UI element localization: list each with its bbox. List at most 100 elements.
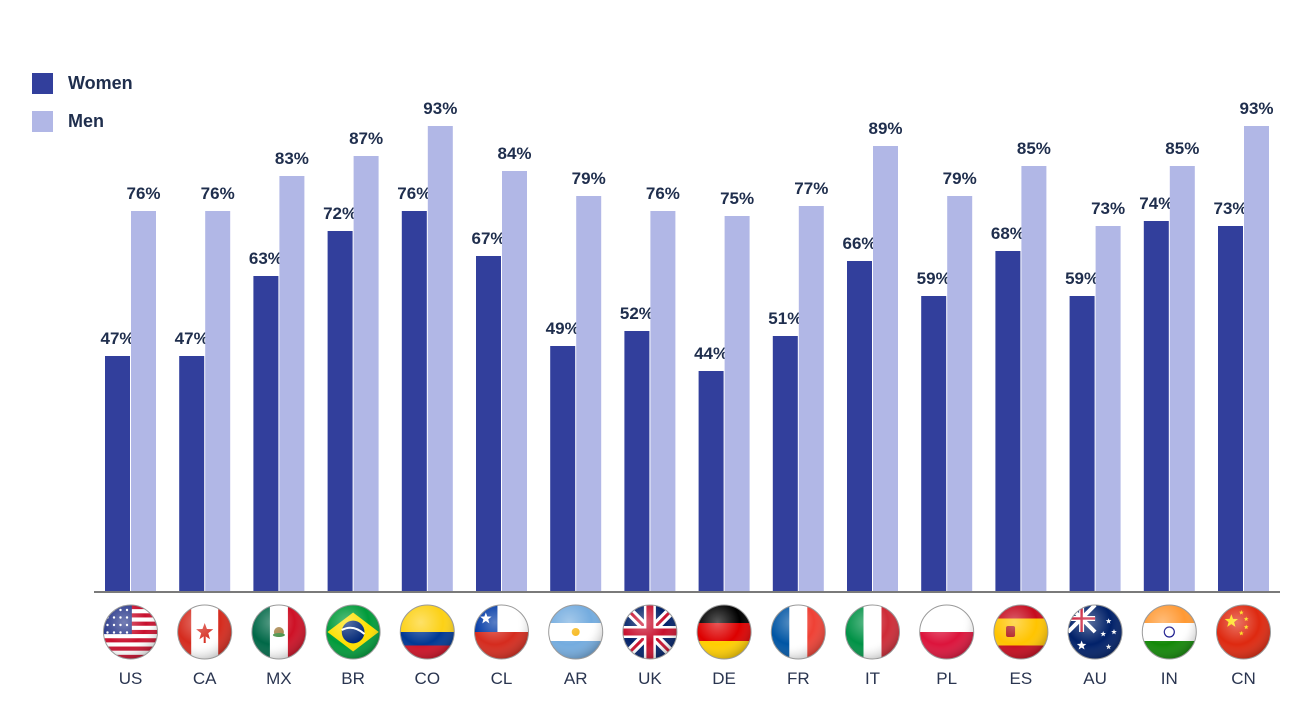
bar-women-uk [624, 331, 650, 591]
value-label-women-es: 68% [991, 224, 1025, 243]
bar-men-es [1021, 166, 1047, 591]
value-label-women-uk: 52% [620, 304, 654, 323]
value-label-women-pl: 59% [917, 269, 951, 288]
category-label-br: BR [341, 669, 365, 688]
value-label-women-in: 74% [1139, 194, 1173, 213]
ca-flag-icon [177, 604, 233, 660]
cn-flag-icon [1216, 604, 1271, 660]
value-label-men-ar: 79% [572, 169, 606, 188]
bar-women-ar [550, 346, 576, 591]
value-label-men-au: 73% [1091, 199, 1125, 218]
category-label-au: AU [1083, 669, 1107, 688]
bar-men-de [724, 216, 750, 591]
value-label-men-es: 85% [1017, 139, 1051, 158]
bar-men-ar [576, 196, 602, 591]
uk-flag-icon [622, 604, 678, 660]
value-label-men-cn: 93% [1239, 99, 1273, 118]
bar-women-fr [772, 336, 798, 591]
mx-flag-icon [251, 604, 307, 660]
value-label-women-us: 47% [100, 329, 134, 348]
bar-women-mx [253, 276, 279, 591]
au-flag-icon [1067, 604, 1123, 660]
value-label-women-fr: 51% [768, 309, 802, 328]
category-label-us: US [119, 669, 143, 688]
value-label-men-it: 89% [868, 119, 902, 138]
bar-men-it [873, 146, 898, 591]
ar-flag-icon [548, 604, 604, 660]
value-label-women-ca: 47% [175, 329, 209, 348]
category-label-cl: CL [491, 669, 513, 688]
it-flag-icon [845, 604, 900, 660]
value-label-men-pl: 79% [943, 169, 977, 188]
br-flag-icon [325, 604, 381, 660]
legend-item-men: Men [32, 102, 133, 140]
bar-women-cn [1218, 226, 1243, 591]
category-label-es: ES [1010, 669, 1033, 688]
value-label-men-ca: 76% [201, 184, 235, 203]
bar-women-cl [476, 256, 501, 591]
bar-men-br [353, 156, 379, 591]
pl-flag-icon [919, 604, 975, 660]
category-label-mx: MX [266, 669, 292, 688]
bar-women-us [105, 356, 130, 591]
category-label-it: IT [865, 669, 880, 688]
bar-men-au [1095, 226, 1121, 591]
value-label-men-cl: 84% [497, 144, 531, 163]
legend-label-women: Women [68, 72, 133, 93]
category-label-ar: AR [564, 669, 588, 688]
bar-men-mx [279, 176, 305, 591]
value-label-women-co: 76% [397, 184, 431, 203]
value-label-men-mx: 83% [275, 149, 309, 168]
de-flag-icon [696, 604, 752, 660]
es-flag-icon [993, 604, 1049, 660]
bar-men-cl [502, 171, 527, 591]
bar-women-br [327, 231, 353, 591]
bar-women-au [1069, 296, 1095, 591]
category-label-ca: CA [193, 669, 217, 688]
bar-women-ca [179, 356, 205, 591]
value-label-men-de: 75% [720, 189, 754, 208]
in-flag-icon [1141, 604, 1197, 660]
legend-item-women: Women [32, 64, 133, 102]
fr-flag-icon [770, 604, 826, 660]
value-label-men-co: 93% [423, 99, 457, 118]
value-label-women-de: 44% [694, 344, 728, 363]
bar-men-co [427, 126, 453, 591]
legend-swatch-men [32, 110, 53, 132]
value-label-men-us: 76% [126, 184, 160, 203]
bar-women-de [698, 371, 724, 591]
bar-women-it [847, 261, 872, 591]
value-label-women-cl: 67% [471, 229, 505, 248]
bar-men-pl [947, 196, 973, 591]
value-label-men-in: 85% [1165, 139, 1199, 158]
bar-men-uk [650, 211, 676, 591]
legend-label-men: Men [68, 110, 104, 131]
value-label-women-ar: 49% [546, 319, 580, 338]
bar-women-in [1143, 221, 1169, 591]
value-label-women-it: 66% [842, 234, 876, 253]
bar-men-in [1169, 166, 1195, 591]
category-label-fr: FR [787, 669, 810, 688]
legend: Women Men [32, 64, 133, 140]
value-label-men-br: 87% [349, 129, 383, 148]
bar-men-fr [798, 206, 824, 591]
category-label-pl: PL [936, 669, 957, 688]
bar-women-pl [921, 296, 947, 591]
value-label-women-br: 72% [323, 204, 357, 223]
category-label-co: CO [415, 669, 441, 688]
category-label-cn: CN [1231, 669, 1256, 688]
cl-flag-icon [474, 604, 529, 660]
co-flag-icon [399, 604, 455, 660]
value-label-men-fr: 77% [794, 179, 828, 198]
category-label-uk: UK [638, 669, 662, 688]
bar-women-es [995, 251, 1021, 591]
value-label-women-au: 59% [1065, 269, 1099, 288]
category-label-in: IN [1161, 669, 1178, 688]
bar-men-cn [1244, 126, 1269, 591]
us-flag-icon [103, 604, 158, 660]
bar-men-ca [205, 211, 231, 591]
bar-men-us [131, 211, 156, 591]
legend-swatch-women [32, 72, 53, 94]
value-label-men-uk: 76% [646, 184, 680, 203]
